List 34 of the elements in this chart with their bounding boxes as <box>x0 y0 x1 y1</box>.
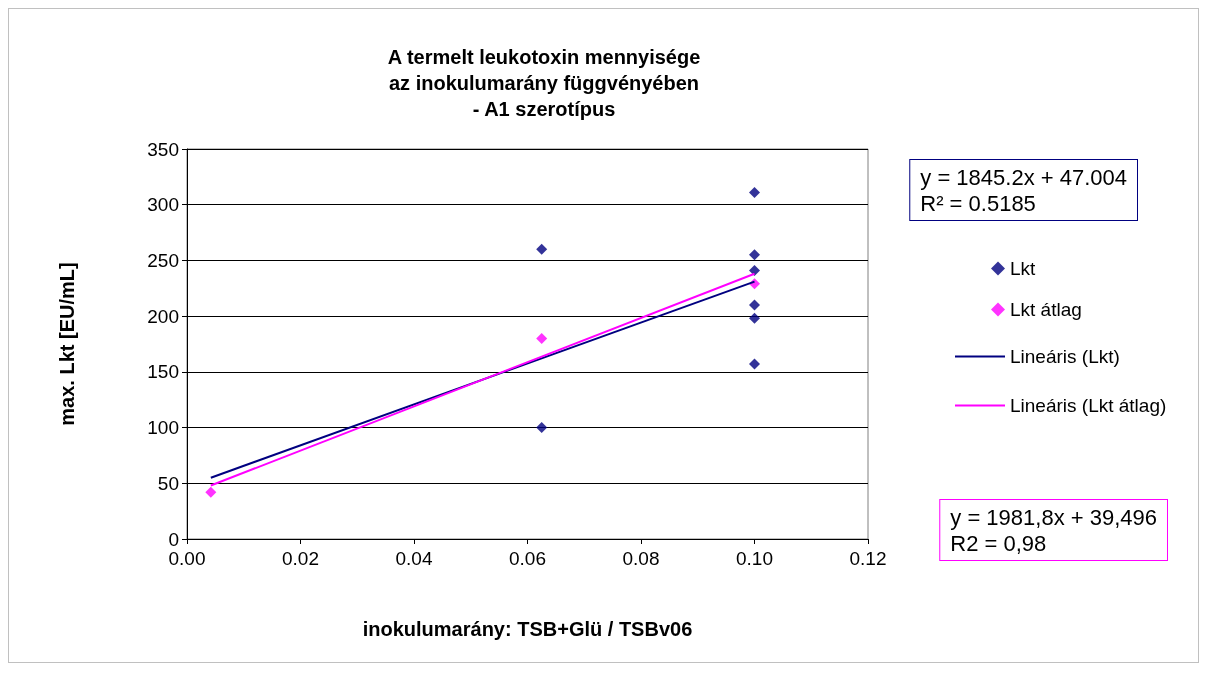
point <box>536 422 548 434</box>
x-tick-label: 0.08 <box>622 548 660 569</box>
point <box>749 358 760 370</box>
point <box>536 243 548 255</box>
y-tick-label: 50 <box>157 472 179 494</box>
point <box>749 249 760 261</box>
x-tick-label: 0.04 <box>395 548 433 569</box>
x-tick-label: 0.10 <box>736 548 773 569</box>
y-tick-label: 200 <box>147 305 179 327</box>
y-tick-label: 300 <box>147 194 179 216</box>
text: y = 1981,8x + 39,496 R2 = 0,98 <box>950 504 1158 556</box>
point <box>536 332 548 344</box>
point <box>749 186 760 198</box>
x-tick-label: 0.12 <box>849 548 887 569</box>
y-tick-label: 150 <box>147 361 179 383</box>
point <box>749 312 760 324</box>
y-tick-label: 250 <box>147 249 179 271</box>
chart-title: A termelt leukotoxin mennyisége az inokulumarány függvényében - A1 szerotípus <box>387 46 701 120</box>
x-tick-label: 0.06 <box>509 548 546 569</box>
x-axis-title: inokulumarány: TSB+Glü / TSBv06 <box>362 618 693 640</box>
x-tick-label: 0.02 <box>282 548 319 569</box>
legend-label: Lineáris (Lkt) <box>1010 346 1120 367</box>
point <box>205 486 217 498</box>
y-tick-label: 100 <box>147 417 179 439</box>
y-tick-label: 0 <box>168 528 179 550</box>
y-tick-label: 350 <box>147 138 179 160</box>
y-axis-title: max. Lkt [EU/mL] <box>56 262 78 426</box>
legend-label: Lkt <box>1010 258 1037 279</box>
text: y = 1845.2x + 47.004 R² = 0.5185 <box>920 164 1128 216</box>
legend-label: Lineáris (Lkt átlag) <box>1010 395 1167 416</box>
legend-label: Lkt átlag <box>1010 299 1082 320</box>
point <box>749 264 760 276</box>
x-tick-label: 0.00 <box>168 548 206 569</box>
point <box>749 299 760 311</box>
